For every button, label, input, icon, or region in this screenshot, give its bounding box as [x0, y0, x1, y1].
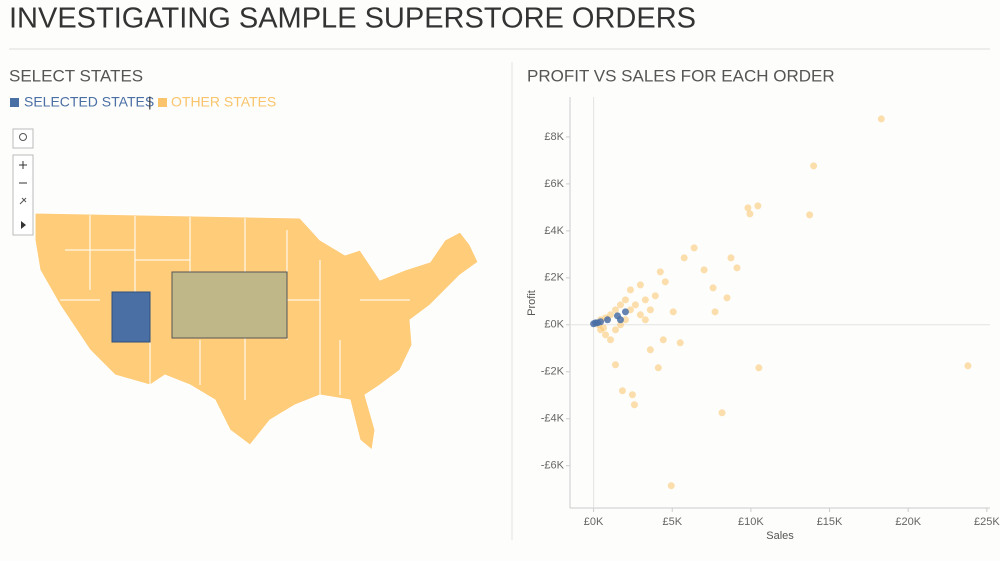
point — [964, 362, 972, 370]
point — [755, 364, 763, 372]
point — [723, 294, 731, 302]
point — [628, 391, 636, 399]
point — [744, 204, 752, 212]
legend-item[interactable]: OTHER STATES — [171, 94, 276, 110]
point — [641, 296, 649, 304]
legend-separator: | — [148, 94, 152, 110]
point — [604, 316, 612, 324]
point — [700, 266, 708, 274]
map-toolbar — [12, 128, 34, 236]
chart-title: PROFIT VS SALES FOR EACH ORDER — [527, 66, 835, 85]
point — [611, 326, 619, 334]
point — [616, 301, 624, 309]
dashboard-title: INVESTIGATING SAMPLE SUPERSTORE ORDERS — [9, 3, 696, 35]
point — [618, 387, 626, 395]
point — [654, 364, 662, 372]
y-tick-label: £8K — [544, 131, 564, 143]
point — [676, 339, 684, 347]
y-tick-label: £4K — [544, 225, 564, 237]
y-tick-label: £6K — [544, 178, 564, 190]
legend-swatch — [158, 98, 167, 107]
point — [690, 244, 698, 252]
point — [630, 401, 638, 409]
search-icon — [19, 133, 27, 141]
legend-item[interactable]: SELECTED STATES — [24, 94, 154, 110]
point — [636, 281, 644, 289]
point — [626, 286, 634, 294]
x-tick-label: £0K — [584, 516, 604, 528]
point — [754, 202, 762, 210]
selected-state[interactable] — [111, 291, 151, 343]
point — [661, 278, 669, 286]
zoom-icons — [19, 161, 27, 184]
x-axis-label: Sales — [766, 530, 794, 542]
point — [636, 311, 644, 319]
y-tick-label: -£2K — [541, 366, 565, 378]
point — [611, 361, 619, 369]
point — [621, 296, 629, 304]
point — [659, 336, 667, 344]
x-tick-label: £25K — [974, 516, 1000, 528]
y-axis-label: Profit — [526, 290, 538, 316]
search-button[interactable] — [12, 128, 34, 149]
point — [746, 210, 754, 218]
y-tick-label: £0K — [544, 319, 564, 331]
state-borders — [60, 215, 410, 400]
point — [641, 316, 649, 324]
point — [607, 336, 615, 344]
point — [616, 321, 624, 329]
point — [651, 292, 659, 300]
legend-swatch — [10, 98, 19, 107]
point — [646, 346, 654, 354]
point — [718, 409, 726, 417]
point — [733, 264, 741, 272]
point — [709, 284, 717, 292]
point — [711, 308, 719, 316]
point — [646, 306, 654, 314]
x-tick-label: £15K — [817, 516, 843, 528]
point — [597, 318, 605, 326]
point — [667, 482, 675, 490]
point — [656, 268, 664, 276]
map-title: SELECT STATES — [9, 66, 143, 85]
x-tick-label: £5K — [662, 516, 682, 528]
point — [810, 162, 818, 170]
zoom-controls[interactable] — [12, 154, 34, 236]
expand-icon — [21, 221, 26, 229]
point — [806, 211, 814, 219]
point — [669, 308, 677, 316]
pin-icon — [19, 197, 27, 205]
point — [727, 254, 735, 262]
point — [877, 115, 885, 123]
point — [602, 331, 610, 339]
point — [631, 301, 639, 309]
point — [611, 306, 619, 314]
x-tick-label: £20K — [895, 516, 921, 528]
x-tick-label: £10K — [738, 516, 764, 528]
point — [621, 308, 629, 316]
y-tick-label: £2K — [544, 272, 564, 284]
point — [613, 312, 621, 320]
y-tick-label: -£6K — [541, 460, 565, 472]
point — [600, 324, 608, 332]
point — [680, 254, 688, 262]
selection-box — [171, 271, 288, 339]
point — [621, 316, 629, 324]
y-tick-label: -£4K — [541, 413, 565, 425]
